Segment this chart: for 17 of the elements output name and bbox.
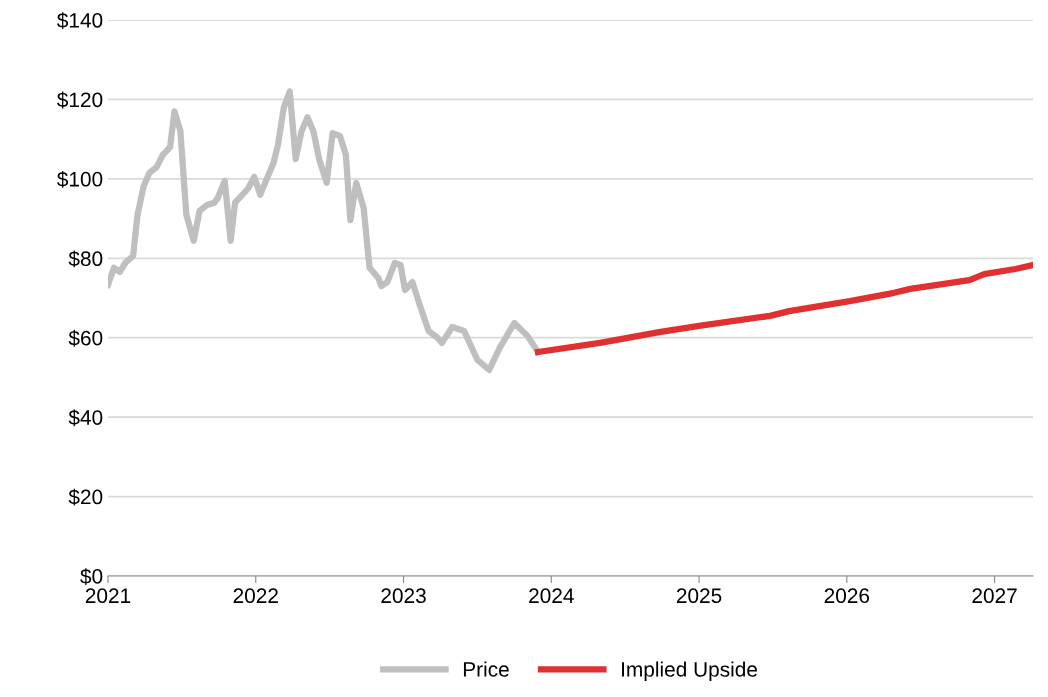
y-tick-label: $20 — [68, 488, 103, 506]
x-tick-label: 2022 — [233, 588, 278, 604]
legend-label: Price — [463, 661, 509, 677]
x-tick-label: 2024 — [529, 588, 574, 604]
y-tick-label: $40 — [68, 409, 103, 427]
y-tick-label: $80 — [68, 250, 103, 268]
y-tick-label: $100 — [57, 170, 103, 188]
y-tick-label: $140 — [57, 12, 103, 29]
y-tick-label: $120 — [57, 91, 103, 109]
legend-label: Implied Upside — [622, 661, 757, 681]
x-tick-label: 2027 — [972, 588, 1017, 604]
y-tick-label: $60 — [68, 329, 103, 347]
y-tick-label: $0 — [80, 568, 103, 585]
x-tick-label: 2026 — [824, 588, 870, 604]
x-tick-label: 2023 — [381, 588, 426, 604]
x-tick-label: 2021 — [85, 588, 131, 604]
x-tick-label: 2025 — [676, 588, 722, 604]
